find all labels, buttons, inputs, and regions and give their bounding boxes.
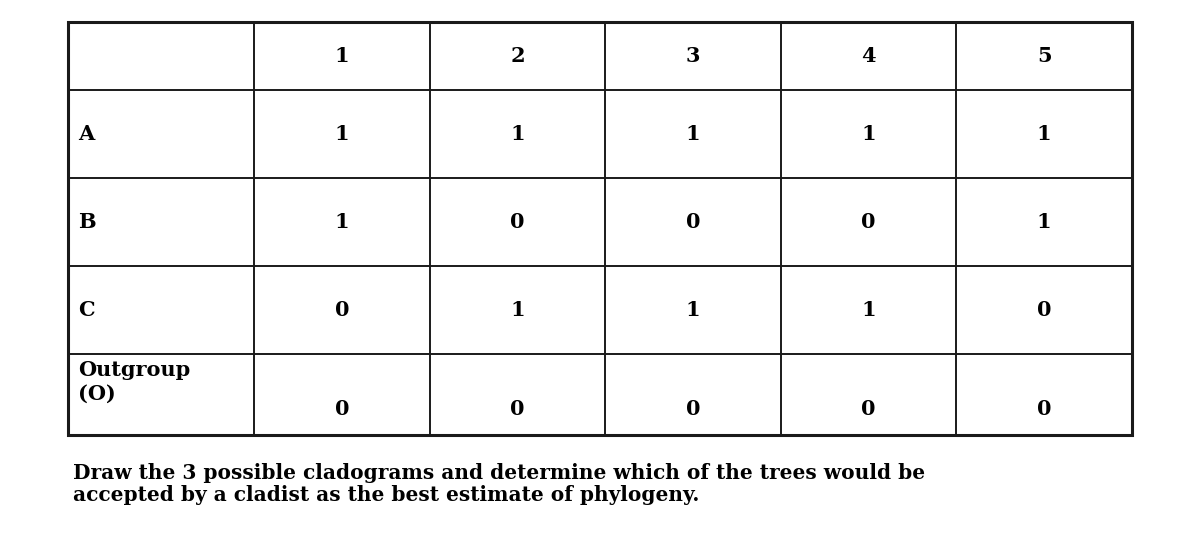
Text: 4: 4 bbox=[862, 46, 876, 66]
Text: 0: 0 bbox=[862, 212, 876, 232]
Text: 1: 1 bbox=[335, 212, 349, 232]
Text: 0: 0 bbox=[335, 399, 349, 419]
Text: Outgroup
(O): Outgroup (O) bbox=[78, 360, 191, 404]
Text: 0: 0 bbox=[335, 300, 349, 320]
Text: 0: 0 bbox=[1037, 300, 1051, 320]
Text: 1: 1 bbox=[685, 300, 701, 320]
Text: 1: 1 bbox=[1037, 124, 1051, 144]
Text: 3: 3 bbox=[686, 46, 701, 66]
Text: 1: 1 bbox=[510, 300, 524, 320]
Text: 1: 1 bbox=[862, 300, 876, 320]
Bar bbox=[68, 22, 1132, 435]
Text: 1: 1 bbox=[862, 124, 876, 144]
Text: accepted by a cladist as the best estimate of phylogeny.: accepted by a cladist as the best estima… bbox=[73, 485, 700, 505]
Text: 0: 0 bbox=[686, 399, 701, 419]
Text: 1: 1 bbox=[335, 46, 349, 66]
Text: 1: 1 bbox=[510, 124, 524, 144]
Text: 2: 2 bbox=[510, 46, 524, 66]
Text: 0: 0 bbox=[862, 399, 876, 419]
Text: 0: 0 bbox=[1037, 399, 1051, 419]
Text: 0: 0 bbox=[686, 212, 701, 232]
Text: 0: 0 bbox=[510, 399, 524, 419]
Text: A: A bbox=[78, 124, 95, 144]
Text: 5: 5 bbox=[1037, 46, 1051, 66]
Text: 1: 1 bbox=[1037, 212, 1051, 232]
Text: 1: 1 bbox=[335, 124, 349, 144]
Text: C: C bbox=[78, 300, 95, 320]
Text: B: B bbox=[78, 212, 96, 232]
Text: Draw the 3 possible cladograms and determine which of the trees would be: Draw the 3 possible cladograms and deter… bbox=[73, 463, 925, 483]
Text: 1: 1 bbox=[685, 124, 701, 144]
Text: 0: 0 bbox=[510, 212, 524, 232]
